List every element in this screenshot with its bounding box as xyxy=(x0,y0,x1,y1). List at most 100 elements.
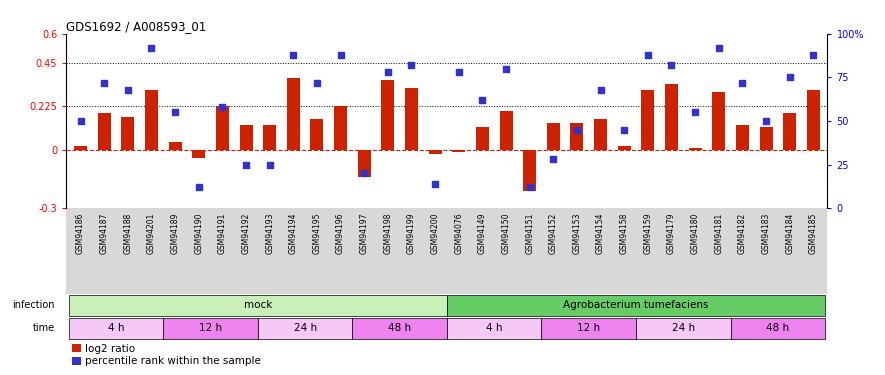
Point xyxy=(97,80,112,86)
Text: GSM94195: GSM94195 xyxy=(312,213,321,254)
Point xyxy=(499,66,513,72)
Text: Agrobacterium tumefaciens: Agrobacterium tumefaciens xyxy=(563,300,709,310)
Text: 24 h: 24 h xyxy=(672,323,695,333)
Bar xyxy=(74,146,87,150)
Bar xyxy=(334,106,347,150)
Bar xyxy=(594,119,607,150)
Point xyxy=(381,69,395,75)
Point xyxy=(239,162,253,168)
Text: GSM94192: GSM94192 xyxy=(242,213,250,254)
Text: mock: mock xyxy=(243,300,272,310)
Bar xyxy=(405,88,418,150)
Text: GSM94180: GSM94180 xyxy=(690,213,700,254)
Text: GSM94201: GSM94201 xyxy=(147,213,156,254)
Text: GSM94187: GSM94187 xyxy=(100,213,109,254)
Bar xyxy=(736,125,749,150)
Text: GSM94179: GSM94179 xyxy=(667,213,676,254)
Bar xyxy=(759,127,773,150)
Bar xyxy=(476,127,489,150)
Point xyxy=(73,118,88,124)
Point xyxy=(594,87,608,93)
Point xyxy=(806,52,820,58)
Point xyxy=(168,109,182,115)
Point xyxy=(404,62,419,68)
Bar xyxy=(192,150,205,158)
Bar xyxy=(428,150,442,154)
Bar xyxy=(169,142,181,150)
Text: GSM94197: GSM94197 xyxy=(359,213,369,254)
Text: 12 h: 12 h xyxy=(577,323,600,333)
Bar xyxy=(571,123,583,150)
Text: GSM94186: GSM94186 xyxy=(76,213,85,254)
Text: GSM94076: GSM94076 xyxy=(454,213,463,254)
Text: GSM94151: GSM94151 xyxy=(525,213,535,254)
Text: GSM94184: GSM94184 xyxy=(785,213,794,254)
Point xyxy=(782,74,796,80)
Point xyxy=(144,45,158,51)
Text: infection: infection xyxy=(12,300,55,310)
Text: GSM94194: GSM94194 xyxy=(289,213,297,254)
Point xyxy=(522,184,536,190)
Point xyxy=(735,80,750,86)
Text: GSM94200: GSM94200 xyxy=(431,213,440,254)
Point xyxy=(310,80,324,86)
Bar xyxy=(542,318,636,339)
Bar xyxy=(216,106,229,150)
Text: GSM94199: GSM94199 xyxy=(407,213,416,254)
Point xyxy=(215,104,229,110)
Bar xyxy=(240,125,252,150)
Text: GSM94193: GSM94193 xyxy=(266,213,274,254)
Bar xyxy=(263,125,276,150)
Bar xyxy=(689,148,702,150)
Text: GSM94153: GSM94153 xyxy=(573,213,581,254)
Text: GSM94154: GSM94154 xyxy=(596,213,605,254)
Text: GSM94191: GSM94191 xyxy=(218,213,227,254)
Bar xyxy=(547,123,560,150)
Point xyxy=(546,156,560,162)
Bar xyxy=(447,295,825,316)
Text: GSM94196: GSM94196 xyxy=(336,213,345,254)
Point xyxy=(334,52,348,58)
Bar xyxy=(665,84,678,150)
Point xyxy=(570,127,584,133)
Text: GSM94149: GSM94149 xyxy=(478,213,487,254)
Point xyxy=(358,170,372,176)
Text: GSM94150: GSM94150 xyxy=(502,213,511,254)
Bar xyxy=(447,318,542,339)
Bar xyxy=(807,90,820,150)
Point xyxy=(286,52,300,58)
Text: 48 h: 48 h xyxy=(389,323,412,333)
Text: GSM94182: GSM94182 xyxy=(738,213,747,254)
Point xyxy=(759,118,773,124)
Bar xyxy=(97,113,111,150)
Bar xyxy=(69,318,164,339)
Bar xyxy=(712,92,725,150)
Bar xyxy=(121,117,135,150)
Text: GSM94188: GSM94188 xyxy=(123,213,133,254)
Text: GSM94158: GSM94158 xyxy=(620,213,628,254)
Point xyxy=(712,45,726,51)
Bar xyxy=(783,113,796,150)
Bar xyxy=(145,90,158,150)
Text: GSM94152: GSM94152 xyxy=(549,213,558,254)
Text: GSM94198: GSM94198 xyxy=(383,213,392,254)
Text: GSM94185: GSM94185 xyxy=(809,213,818,254)
Point xyxy=(617,127,631,133)
Text: GSM94183: GSM94183 xyxy=(761,213,771,254)
Text: GSM94159: GSM94159 xyxy=(643,213,652,254)
Bar xyxy=(69,295,447,316)
Text: 48 h: 48 h xyxy=(766,323,789,333)
Bar xyxy=(258,318,352,339)
Point xyxy=(192,184,206,190)
Bar xyxy=(352,318,447,339)
Bar xyxy=(164,318,258,339)
Bar xyxy=(499,111,512,150)
Text: 4 h: 4 h xyxy=(108,323,124,333)
Point xyxy=(263,162,277,168)
Bar xyxy=(311,119,323,150)
Bar xyxy=(642,90,654,150)
Text: GSM94189: GSM94189 xyxy=(171,213,180,254)
Bar xyxy=(358,150,371,177)
Bar xyxy=(523,150,536,191)
Text: 24 h: 24 h xyxy=(294,323,317,333)
